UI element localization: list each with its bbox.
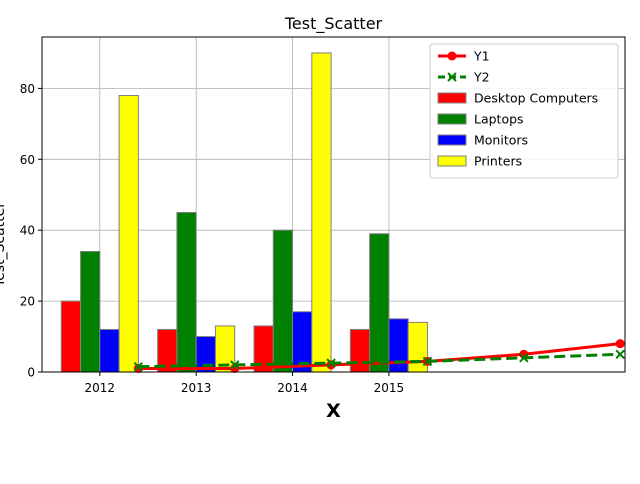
series-point <box>422 356 433 367</box>
bar <box>176 211 197 373</box>
legend-label: Laptops <box>474 112 524 127</box>
y-axis-label: Test_Scatter <box>0 202 8 288</box>
y-tick-label: 0 <box>27 366 35 380</box>
bars-layer <box>60 52 428 373</box>
x-tick-label: 2012 <box>85 381 116 395</box>
bar <box>60 300 82 373</box>
plot-frame <box>41 36 626 373</box>
legend-marker <box>447 72 457 82</box>
x-tick-label: 2015 <box>374 381 405 395</box>
y-tick-label: 60 <box>20 153 35 167</box>
legend-bar-swatch <box>437 134 467 146</box>
legend-bar-swatch <box>437 155 467 167</box>
x-axis-label: X <box>326 400 341 422</box>
legend: Y1 Y2 Desktop Computers Laptops Monitors Prin… <box>429 43 619 179</box>
legend-marker <box>447 51 457 61</box>
series-line <box>138 352 621 369</box>
legend-label: Monitors <box>474 133 528 148</box>
bar <box>80 250 101 373</box>
bar <box>311 52 332 373</box>
series-point <box>230 360 240 370</box>
series-point <box>326 358 336 368</box>
bar <box>369 233 390 373</box>
series-point <box>615 339 625 349</box>
legend-label: Printers <box>474 154 522 169</box>
chart-title: Test_Scatter <box>284 14 383 34</box>
bar <box>99 328 120 373</box>
legend-label: Y1 <box>473 49 490 64</box>
ticks-layer: 2012 2013 2014 2015 0 20 40 60 80 <box>20 82 404 395</box>
y-tick-label: 20 <box>20 295 35 309</box>
legend-label: Desktop Computers <box>474 91 598 106</box>
series-point <box>519 353 529 363</box>
legend-box <box>429 43 619 179</box>
bar <box>349 328 371 373</box>
bar <box>118 94 139 373</box>
series-point <box>615 349 625 359</box>
y-tick-label: 80 <box>20 82 35 96</box>
series-point <box>133 361 144 372</box>
x-tick-label: 2014 <box>277 381 308 395</box>
bar <box>272 229 294 373</box>
x-tick-label: 2013 <box>181 381 212 395</box>
legend-label: Y2 <box>473 70 490 85</box>
y-tick-label: 40 <box>20 224 35 238</box>
lines-layer <box>133 339 625 373</box>
legend-bar-swatch <box>437 92 467 104</box>
legend-bar-swatch <box>437 113 467 125</box>
